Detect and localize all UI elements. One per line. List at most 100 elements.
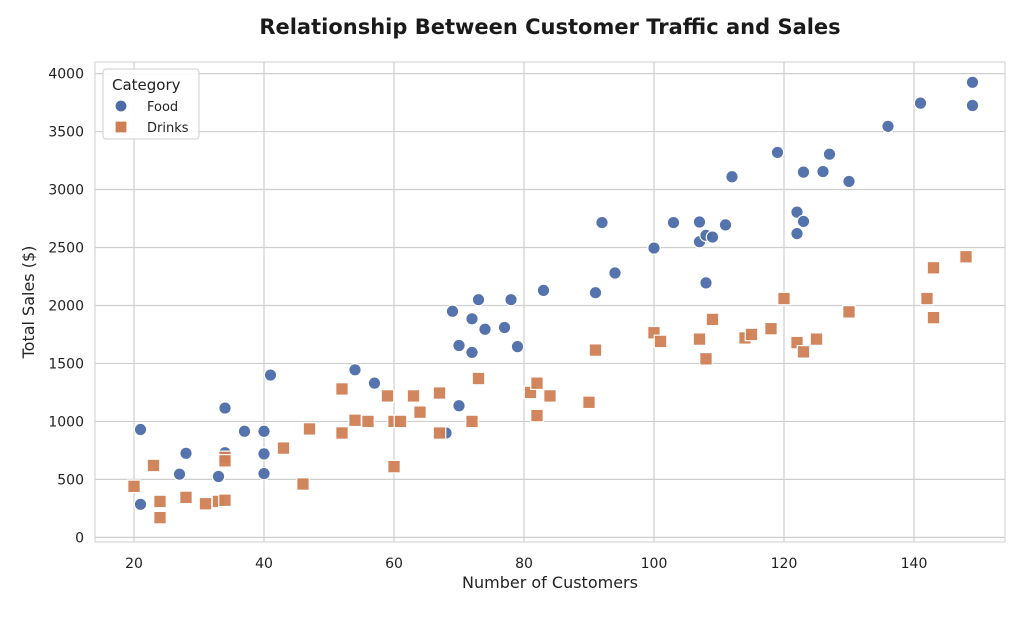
food-data-point bbox=[445, 304, 460, 319]
food-data-point bbox=[699, 276, 713, 290]
drinks-data-point bbox=[198, 496, 213, 511]
x-tick-label: 60 bbox=[385, 556, 403, 572]
food-data-point bbox=[816, 164, 830, 179]
drinks-data-point bbox=[361, 414, 375, 429]
food-data-point bbox=[471, 292, 486, 307]
food-data-point bbox=[465, 345, 479, 360]
food-data-point bbox=[796, 214, 811, 229]
food-data-point bbox=[965, 98, 980, 113]
drinks-data-point bbox=[302, 422, 317, 436]
legend-food-marker bbox=[114, 99, 128, 113]
drinks-data-point bbox=[842, 305, 856, 319]
y-tick-label: 3500 bbox=[48, 125, 84, 141]
food-data-point bbox=[965, 75, 980, 90]
drinks-data-point bbox=[699, 351, 713, 366]
drinks-data-point bbox=[296, 477, 310, 491]
drinks-data-point bbox=[380, 389, 395, 403]
drinks-data-point bbox=[653, 334, 668, 349]
x-tick-label: 140 bbox=[901, 556, 928, 572]
y-tick-label: 3000 bbox=[48, 183, 84, 199]
y-tick-label: 2000 bbox=[48, 298, 84, 314]
drinks-data-point bbox=[127, 479, 141, 494]
drinks-data-point bbox=[218, 493, 232, 508]
food-data-point bbox=[257, 447, 271, 461]
food-data-point bbox=[133, 422, 148, 437]
food-data-point bbox=[452, 338, 466, 353]
y-tick-label: 4000 bbox=[48, 67, 84, 83]
food-data-point bbox=[452, 398, 466, 413]
food-data-point bbox=[348, 363, 362, 377]
plot-area bbox=[94, 61, 1006, 543]
drinks-data-point bbox=[471, 371, 486, 386]
food-data-point bbox=[822, 147, 837, 161]
food-data-point bbox=[504, 292, 518, 307]
drinks-data-point bbox=[348, 413, 362, 428]
food-data-point bbox=[881, 119, 895, 134]
drinks-data-point bbox=[926, 260, 941, 275]
drinks-data-point bbox=[588, 343, 603, 357]
food-data-point bbox=[796, 165, 811, 179]
food-data-point bbox=[718, 218, 733, 232]
food-data-point bbox=[692, 215, 707, 229]
drinks-data-point bbox=[276, 441, 291, 455]
food-data-point bbox=[608, 266, 622, 280]
legend-drinks-label: Drinks bbox=[147, 121, 189, 136]
food-data-point bbox=[465, 312, 479, 326]
drinks-data-point bbox=[387, 459, 401, 474]
drinks-data-point bbox=[179, 490, 193, 505]
drinks-data-point bbox=[432, 386, 447, 400]
x-tick-label: 40 bbox=[255, 556, 273, 572]
y-axis-label: Total Sales ($) bbox=[19, 246, 38, 360]
drinks-data-point bbox=[959, 249, 973, 264]
legend: Category Food Drinks bbox=[102, 68, 200, 140]
drinks-data-point bbox=[530, 376, 544, 391]
drinks-data-point bbox=[530, 408, 544, 423]
food-data-point bbox=[218, 401, 232, 415]
drinks-data-point bbox=[796, 345, 811, 359]
legend-drinks-marker bbox=[114, 120, 128, 134]
food-data-point bbox=[133, 497, 148, 512]
drinks-data-point bbox=[777, 291, 791, 306]
x-tick-label: 80 bbox=[515, 556, 533, 572]
x-tick-label: 100 bbox=[641, 556, 668, 572]
food-data-point bbox=[790, 226, 804, 241]
drinks-data-point bbox=[153, 494, 167, 509]
axis-tick-labels: 20 40 60 80 100 120 140 0 500 1000 1500 2000 2500 300… bbox=[48, 67, 927, 572]
food-data-point bbox=[478, 322, 492, 337]
food-data-point bbox=[179, 446, 193, 461]
food-data-point bbox=[211, 469, 226, 484]
food-data-point bbox=[510, 339, 525, 354]
drinks-data-point bbox=[393, 414, 408, 429]
food-data-point bbox=[666, 215, 681, 230]
food-data-point bbox=[367, 376, 382, 390]
food-data-point bbox=[770, 145, 785, 160]
drinks-data-point bbox=[809, 332, 824, 346]
food-data-point bbox=[257, 424, 271, 439]
food-data-point bbox=[842, 174, 856, 189]
drinks-data-point bbox=[218, 453, 232, 468]
drinks-data-point bbox=[582, 395, 596, 410]
grid-lines bbox=[95, 62, 1005, 542]
x-tick-label: 120 bbox=[771, 556, 798, 572]
drinks-data-point bbox=[543, 389, 557, 403]
food-data-point bbox=[725, 169, 739, 184]
food-data-point bbox=[257, 466, 271, 481]
y-tick-label: 1000 bbox=[48, 414, 84, 430]
drinks-data-point bbox=[926, 310, 941, 325]
food-data-point bbox=[647, 241, 661, 255]
drinks-data-point bbox=[432, 426, 447, 440]
y-tick-label: 2500 bbox=[48, 241, 84, 257]
drinks-data-point bbox=[153, 510, 167, 525]
drinks-data-point bbox=[920, 291, 934, 306]
drinks-data-point bbox=[692, 332, 707, 346]
y-tick-label: 500 bbox=[57, 472, 84, 488]
food-data-point bbox=[263, 368, 278, 382]
food-data-point bbox=[588, 285, 603, 300]
food-data-point bbox=[237, 424, 252, 439]
drinks-data-point bbox=[413, 405, 427, 419]
drinks-data-point bbox=[465, 414, 479, 429]
drinks-data-point bbox=[744, 327, 759, 342]
food-data-point bbox=[705, 230, 720, 244]
